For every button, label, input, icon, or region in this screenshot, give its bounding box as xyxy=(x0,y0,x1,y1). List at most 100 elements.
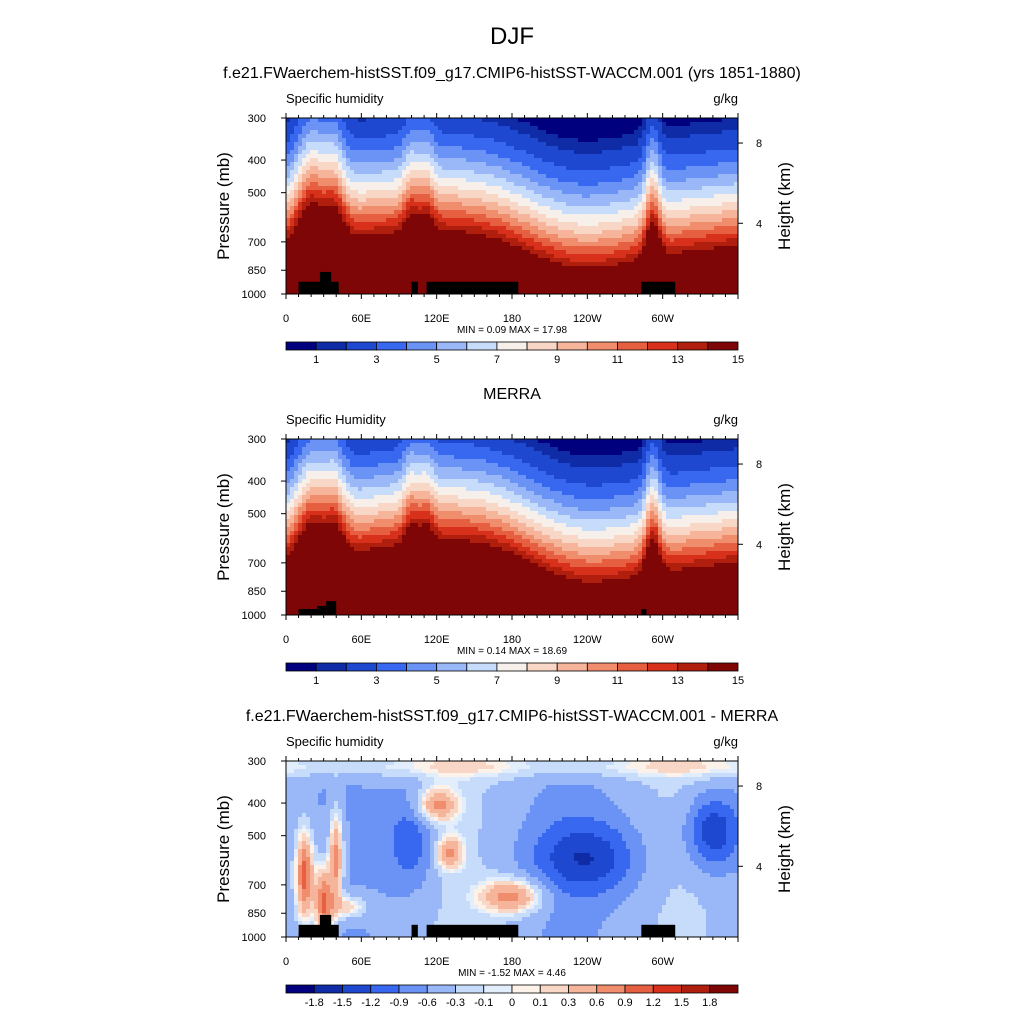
colorbar-box xyxy=(677,341,709,351)
colorbar-label: -0.3 xyxy=(446,997,465,1009)
y-tick-label: 400 xyxy=(248,476,266,488)
min-max-label: MIN = -1.52 MAX = 4.46 xyxy=(458,968,566,979)
right-string: g/kg xyxy=(713,412,738,427)
colorbar-box xyxy=(539,984,569,994)
colorbar-label: 13 xyxy=(672,354,684,366)
y-tick-label: 700 xyxy=(248,558,266,570)
colorbar-label: 1 xyxy=(313,675,319,687)
colorbar-box xyxy=(511,984,541,994)
figure-title: DJF xyxy=(490,23,534,50)
right-tick-label: 4 xyxy=(756,861,762,873)
y-tick-label: 1000 xyxy=(242,932,266,944)
colorbar-label: 5 xyxy=(434,675,440,687)
y-tick-label: 500 xyxy=(248,509,266,521)
colorbar-box xyxy=(406,341,438,351)
y-axis-title: Pressure (mb) xyxy=(214,473,233,581)
topography-block xyxy=(641,924,676,937)
colorbar-label: 13 xyxy=(672,675,684,687)
x-tick-label: 120E xyxy=(424,956,450,968)
x-tick-label: 180 xyxy=(503,313,521,325)
panel-title: MERRA xyxy=(483,386,541,403)
y-tick-label: 850 xyxy=(248,265,266,277)
y-tick-label: 400 xyxy=(248,798,266,810)
topography-block xyxy=(298,924,339,937)
x-tick-label: 120W xyxy=(573,634,602,646)
right-tick-label: 8 xyxy=(756,781,762,793)
right-string: g/kg xyxy=(713,734,738,749)
right-tick-label: 4 xyxy=(756,539,762,551)
y-tick-label: 1000 xyxy=(242,610,266,622)
colorbar-box xyxy=(285,341,317,351)
colorbar-box xyxy=(398,984,428,994)
colorbar-box xyxy=(315,341,347,351)
colorbar-box xyxy=(483,984,513,994)
left-string: Specific Humidity xyxy=(286,412,386,427)
colorbar-box xyxy=(596,984,626,994)
colorbar-box xyxy=(313,984,343,994)
colorbar-box xyxy=(707,662,739,672)
colorbar-label: 15 xyxy=(732,354,744,366)
right-axis-title: Height (km) xyxy=(775,483,794,571)
topography-block xyxy=(298,281,339,294)
colorbar-label: 5 xyxy=(434,354,440,366)
colorbar-label: 1.2 xyxy=(646,997,661,1009)
panel-title: f.e21.FWaerchem-histSST.f09_g17.CMIP6-hi… xyxy=(223,65,801,82)
right-axis-title: Height (km) xyxy=(775,162,794,250)
colorbar-box xyxy=(677,662,709,672)
y-tick-label: 300 xyxy=(248,434,266,446)
y-tick-label: 850 xyxy=(248,908,266,920)
panel-3: f.e21.FWaerchem-histSST.f09_g17.CMIP6-hi… xyxy=(214,708,794,1009)
topography-block xyxy=(319,271,332,294)
colorbar-box xyxy=(370,984,400,994)
colorbar-box xyxy=(647,341,679,351)
x-tick-label: 180 xyxy=(503,956,521,968)
x-tick-label: 60W xyxy=(651,313,674,325)
min-max-label: MIN = 0.09 MAX = 17.98 xyxy=(457,325,567,336)
topography-mask xyxy=(298,914,676,937)
colorbar-label: 9 xyxy=(554,675,560,687)
colorbar: -1.8 -1.5 -1.2 -0.9 -0.6 -0.3 -0.1 0 0.1 0.3 0.6 0.… xyxy=(285,984,739,1009)
colorbar-box xyxy=(647,662,679,672)
colorbar-box xyxy=(586,341,618,351)
colorbar-box xyxy=(586,662,618,672)
colorbar-box xyxy=(345,662,377,672)
colorbar: 1 3 5 7 9 11 13 15 xyxy=(285,341,744,366)
colorbar-label: 1.8 xyxy=(702,997,717,1009)
x-tick-label: 0 xyxy=(283,634,289,646)
topography-block xyxy=(319,914,332,937)
colorbar-label: -1.8 xyxy=(305,997,324,1009)
panel-title: f.e21.FWaerchem-histSST.f09_g17.CMIP6-hi… xyxy=(246,708,779,725)
topography-block xyxy=(298,609,318,615)
panel-1: f.e21.FWaerchem-histSST.f09_g17.CMIP6-hi… xyxy=(214,65,801,366)
right-string: g/kg xyxy=(713,91,738,106)
right-tick-label: 4 xyxy=(756,218,762,230)
topography-block xyxy=(641,281,676,294)
y-tick-label: 400 xyxy=(248,155,266,167)
colorbar-box xyxy=(315,662,347,672)
x-tick-label: 120E xyxy=(424,634,450,646)
colorbar-label: 15 xyxy=(732,675,744,687)
colorbar-label: 0 xyxy=(509,997,515,1009)
y-tick-label: 700 xyxy=(248,237,266,249)
colorbar-label: 11 xyxy=(612,675,623,687)
x-tick-label: 120W xyxy=(573,313,602,325)
colorbar-box xyxy=(617,341,649,351)
y-tick-label: 300 xyxy=(248,113,266,125)
colorbar-box xyxy=(285,662,317,672)
colorbar-label: 0.6 xyxy=(589,997,604,1009)
x-tick-label: 60E xyxy=(352,634,372,646)
colorbar-box xyxy=(556,662,588,672)
colorbar-label: 0.9 xyxy=(617,997,632,1009)
y-tick-label: 500 xyxy=(248,188,266,200)
colorbar-box xyxy=(496,662,528,672)
colorbar-label: -0.9 xyxy=(390,997,409,1009)
y-axis-title: Pressure (mb) xyxy=(214,795,233,903)
right-axis-title: Height (km) xyxy=(775,805,794,893)
colorbar-box xyxy=(496,341,528,351)
colorbar-box xyxy=(375,341,407,351)
colorbar-label: 11 xyxy=(612,354,623,366)
colorbar-box xyxy=(285,984,315,994)
topography-block xyxy=(426,924,519,937)
